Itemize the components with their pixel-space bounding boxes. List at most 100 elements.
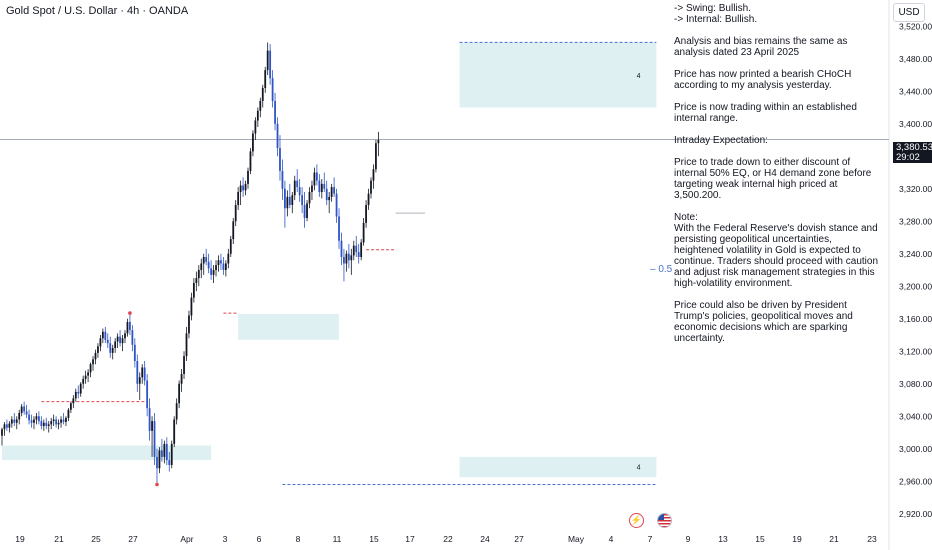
x-tick-label: 22 <box>443 534 453 544</box>
candle-body-102 <box>252 133 254 152</box>
candle-body-47 <box>116 336 119 342</box>
candle-body-20 <box>50 421 53 425</box>
candle-body-17 <box>42 422 45 426</box>
currency-button[interactable]: USD <box>893 3 925 22</box>
candle-body-64 <box>158 450 161 469</box>
note-line-trump: Price could also be driven by President … <box>674 300 853 344</box>
candle-body-123 <box>303 205 306 218</box>
candle-body-111 <box>274 101 276 124</box>
y-tick-label: 3,160.000 <box>899 314 932 324</box>
candle-body-74 <box>183 356 185 374</box>
candle-body-99 <box>244 183 247 191</box>
x-tick-label: 15 <box>755 534 765 544</box>
x-tick-label: May <box>568 534 585 544</box>
candle-body-139 <box>343 257 345 264</box>
candle-body-120 <box>296 180 299 188</box>
candle-body-7 <box>18 413 21 420</box>
x-tick-label: 17 <box>405 534 415 544</box>
candle-body-80 <box>197 270 200 279</box>
bar-countdown: 29:02 <box>896 152 920 163</box>
candle-body-137 <box>338 216 340 241</box>
candle-body-8 <box>20 406 23 413</box>
candle-body-127 <box>313 172 316 186</box>
candle-body-56 <box>138 377 141 384</box>
candle-body-89 <box>220 260 222 264</box>
candle-body-83 <box>205 257 208 262</box>
candle-body-132 <box>325 188 328 201</box>
candle-body-48 <box>119 336 121 344</box>
candle-body-90 <box>222 263 225 270</box>
note-line-bias: -> Swing: Bullish. -> Internal: Bullish. <box>674 3 758 25</box>
candle-body-82 <box>202 257 205 264</box>
candle-body-14 <box>35 416 38 420</box>
equilibrium-value: 0.5 <box>658 264 673 275</box>
candle-body-19 <box>47 424 50 426</box>
candle-body-42 <box>104 331 107 340</box>
economic-event-icon[interactable]: ⚡ <box>629 513 644 528</box>
candle-body-104 <box>256 110 259 121</box>
candle-body-101 <box>249 151 252 171</box>
candle-body-107 <box>264 70 267 88</box>
candle-body-40 <box>99 338 102 347</box>
candle-body-44 <box>109 343 112 353</box>
x-tick-label: 21 <box>829 534 839 544</box>
candle-body-50 <box>124 333 126 339</box>
x-tick-label: 7 <box>648 534 653 544</box>
note-line-analysis: Analysis and bias remains the same as an… <box>674 36 848 58</box>
candle-body-96 <box>237 192 240 205</box>
zone-rect-2 <box>459 456 657 478</box>
x-tick-label: 21 <box>54 534 64 544</box>
zone-rect-1 <box>238 313 340 340</box>
candle-body-36 <box>89 364 92 373</box>
candle-body-134 <box>330 187 333 197</box>
candle-body-28 <box>69 403 72 410</box>
candle-body-100 <box>247 170 249 184</box>
candle-body-103 <box>254 120 257 134</box>
candle-body-125 <box>308 192 311 204</box>
candle-body-106 <box>261 88 264 101</box>
candle-body-31 <box>77 391 80 394</box>
candle-body-22 <box>55 419 58 425</box>
x-tick-label: 11 <box>333 534 342 544</box>
x-tick-label: 27 <box>128 534 138 544</box>
candle-body-152 <box>375 143 377 170</box>
candle-body-60 <box>148 408 151 431</box>
candle-body-149 <box>367 193 370 205</box>
candle-body-1 <box>3 424 6 430</box>
last-price-tag: 3,380.535 29:02 <box>893 142 932 163</box>
x-tick-label: 3 <box>223 534 228 544</box>
zone-rect-0 <box>2 445 212 461</box>
candle-body-143 <box>352 245 355 256</box>
y-tick-label: 3,400.000 <box>899 119 932 129</box>
candle-body-112 <box>276 123 279 149</box>
x-tick-label: 15 <box>369 534 379 544</box>
candle-body-153 <box>377 140 380 144</box>
candle-body-72 <box>178 383 181 404</box>
candle-body-129 <box>318 180 321 192</box>
candle-body-25 <box>62 419 65 422</box>
candle-body-91 <box>224 263 227 270</box>
y-tick-label: 3,120.000 <box>899 346 932 356</box>
y-tick-label: 3,240.000 <box>899 249 932 259</box>
candle-body-30 <box>74 391 77 399</box>
candle-body-131 <box>323 183 326 189</box>
candle-body-27 <box>67 409 70 418</box>
candle-body-62 <box>153 421 156 457</box>
candle-body-67 <box>165 443 168 461</box>
candle-body-144 <box>355 245 358 253</box>
candle-body-151 <box>372 169 375 181</box>
x-tick-label: 19 <box>792 534 802 544</box>
y-tick-label: 3,480.000 <box>899 54 932 64</box>
zone-marker-1: 4 <box>637 465 641 472</box>
us-flag-icon[interactable] <box>657 513 672 528</box>
candle-body-12 <box>30 420 33 423</box>
x-tick-label: 13 <box>718 534 728 544</box>
candle-body-4 <box>10 419 13 424</box>
x-tick-label: 4 <box>609 534 614 544</box>
candle-body-148 <box>365 205 367 223</box>
zone-rect-3 <box>459 42 657 108</box>
x-tick-label: 19 <box>15 534 25 544</box>
candle-body-95 <box>234 205 237 222</box>
